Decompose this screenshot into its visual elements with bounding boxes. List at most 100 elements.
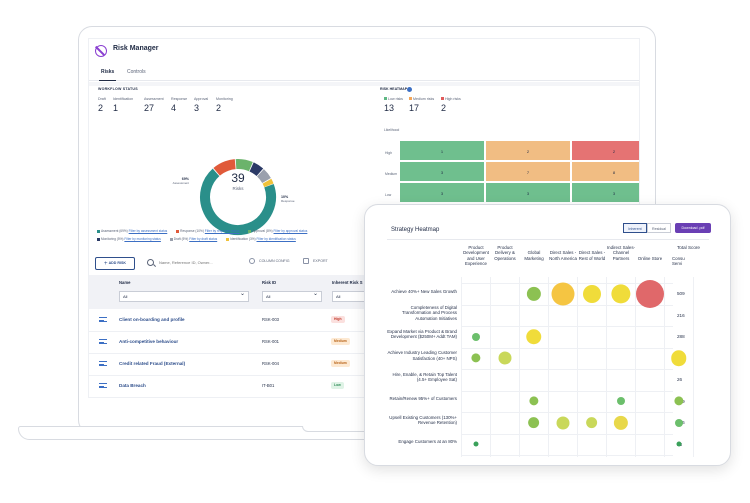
strategy-bubble[interactable] bbox=[556, 416, 569, 429]
strategy-bubble[interactable] bbox=[582, 284, 601, 303]
export-button[interactable]: EXPORT bbox=[313, 259, 328, 263]
inherent-toggle[interactable]: Inherent bbox=[623, 223, 647, 233]
strategy-row-label: Expand Market via Product & Brand Develo… bbox=[387, 328, 457, 340]
risk-id-filter-select[interactable]: All bbox=[262, 290, 322, 302]
risk-id: IT-B01 bbox=[262, 383, 275, 388]
heatmap-cell[interactable]: 2 bbox=[571, 140, 639, 161]
export-icon bbox=[303, 258, 309, 264]
risk-count-high[interactable]: High risks 2 bbox=[441, 97, 461, 113]
risk-name-link[interactable]: Credit related Fraud (External) bbox=[119, 361, 186, 366]
strategy-total-score: 288 bbox=[677, 334, 685, 339]
workflow-item-approval[interactable]: Approval 3 bbox=[194, 97, 224, 113]
workflow-item-draft[interactable]: Draft 2 bbox=[98, 97, 128, 113]
strategy-bubble[interactable] bbox=[610, 283, 631, 304]
heatmap-row-label: Low bbox=[385, 193, 392, 197]
heatmap-cell[interactable]: 8 bbox=[571, 161, 639, 182]
legend-item[interactable]: Approval (8%) Filter by approval status bbox=[248, 229, 307, 233]
strategy-bubble[interactable] bbox=[527, 416, 540, 429]
table-toolbar: + ADD RISK COLUMN CONFIG EXPORT bbox=[89, 253, 639, 275]
strategy-bubble[interactable] bbox=[525, 328, 542, 345]
heatmap-cell[interactable]: 3 bbox=[399, 182, 485, 203]
filter-link[interactable]: Filter by draft status bbox=[189, 237, 218, 241]
filter-link[interactable]: Filter by monitoring status bbox=[124, 237, 161, 241]
risk-count-label: High risks bbox=[445, 97, 461, 101]
legend-item[interactable]: Assessment (69%) Filter by assessment st… bbox=[97, 229, 167, 233]
workflow-label: Draft bbox=[98, 97, 106, 101]
strategy-column-header: Global Marketing bbox=[524, 250, 544, 261]
add-risk-button[interactable]: + ADD RISK bbox=[95, 257, 135, 270]
workflow-label: Monitoring bbox=[216, 97, 233, 101]
heatmap-cell[interactable]: 7 bbox=[485, 161, 571, 182]
strategy-bubble[interactable] bbox=[551, 282, 574, 305]
download-pdf-button[interactable]: Download .pdf bbox=[675, 223, 711, 233]
strategy-bubble[interactable] bbox=[585, 416, 598, 429]
heatmap-cell[interactable]: 3 bbox=[571, 182, 639, 203]
grid-line bbox=[519, 277, 520, 457]
workflow-item-response[interactable]: Response 4 bbox=[171, 97, 201, 113]
legend-item[interactable]: Identification (3%) Filter by identifica… bbox=[226, 237, 296, 241]
grid-line bbox=[461, 412, 673, 413]
strategy-bubble[interactable] bbox=[498, 351, 511, 365]
tab-risks[interactable]: Risks bbox=[99, 67, 117, 81]
strategy-bubble[interactable] bbox=[526, 286, 541, 301]
strategy-bubble[interactable] bbox=[471, 332, 480, 341]
workflow-item-assessment[interactable]: Assessment 27 bbox=[144, 97, 174, 113]
filter-link[interactable]: Filter by assessment status bbox=[128, 229, 168, 233]
legend-item[interactable]: Monitoring (5%) Filter by monitoring sta… bbox=[97, 237, 161, 241]
strategy-bubble[interactable] bbox=[674, 418, 683, 427]
strategy-bubble[interactable] bbox=[470, 353, 481, 363]
strategy-bubble[interactable] bbox=[528, 396, 539, 406]
workflow-item-identification[interactable]: Identification 1 bbox=[113, 97, 143, 113]
risk-count-low[interactable]: Low risks 13 bbox=[384, 97, 403, 113]
filter-link[interactable]: Filter by approval status bbox=[273, 229, 308, 233]
workflow-count: 4 bbox=[171, 103, 177, 113]
legend-item[interactable]: Response (10%) Filter by response status bbox=[176, 229, 240, 233]
filter-link[interactable]: Filter by response status bbox=[204, 229, 240, 233]
column-header-name[interactable]: Name bbox=[119, 280, 131, 285]
strategy-bubble[interactable] bbox=[670, 350, 687, 366]
risk-name-link[interactable]: Anti-competitive behaviour bbox=[119, 339, 179, 344]
risk-row-icon bbox=[99, 361, 107, 366]
donut-total: 39 bbox=[231, 171, 245, 185]
strategy-bubble[interactable] bbox=[613, 415, 628, 430]
residual-toggle[interactable]: Residual bbox=[647, 223, 671, 233]
strategy-total-score: 26 bbox=[677, 377, 683, 382]
legend-item[interactable]: Draft (5%) Filter by draft status bbox=[169, 237, 218, 241]
header-divider bbox=[387, 239, 709, 240]
risk-count-medium[interactable]: Medium risks 17 bbox=[409, 97, 434, 113]
workflow-label: Identification bbox=[113, 97, 134, 101]
strategy-bubble[interactable] bbox=[673, 396, 684, 406]
column-config-button[interactable]: COLUMN CONFIG bbox=[259, 259, 290, 263]
risk-id: RSK-001 bbox=[262, 339, 279, 344]
tab-controls[interactable]: Controls bbox=[127, 69, 146, 75]
callout-pct: 69% bbox=[181, 177, 189, 181]
risk-name-link[interactable]: Data Breach bbox=[119, 383, 146, 388]
heatmap-cell[interactable]: 1 bbox=[399, 140, 485, 161]
strategy-column-header: Product Delivery & Operations bbox=[494, 245, 516, 261]
name-filter-select[interactable]: All bbox=[119, 290, 249, 302]
strategy-bubble[interactable] bbox=[676, 441, 681, 447]
strategy-bubble[interactable] bbox=[616, 397, 625, 405]
strategy-column-header: Indirect Sales-Channel Partners bbox=[606, 245, 636, 261]
filter-link[interactable]: Filter by identification status bbox=[256, 237, 296, 241]
heatmap-cell[interactable]: 3 bbox=[399, 161, 485, 182]
grid-line bbox=[490, 277, 491, 457]
column-header-inherent-risk[interactable]: Inherent Risk S bbox=[332, 280, 363, 285]
donut-segment-assessment[interactable] bbox=[196, 155, 281, 240]
risk-rating-badge: High bbox=[331, 316, 345, 323]
table-row[interactable]: Data Breach IT-B01 Low bbox=[89, 376, 639, 397]
risk-count-label: Medium risks bbox=[413, 97, 435, 101]
grid-line bbox=[635, 277, 636, 457]
strategy-bubble[interactable] bbox=[635, 279, 664, 308]
workflow-item-monitoring[interactable]: Monitoring 2 bbox=[216, 97, 246, 113]
risk-count-value: 17 bbox=[409, 103, 420, 113]
heatmap-cell[interactable]: 2 bbox=[485, 140, 571, 161]
column-header-risk-id[interactable]: Risk ID bbox=[262, 280, 277, 285]
workflow-label: Assessment bbox=[144, 97, 164, 101]
donut-segment-response[interactable] bbox=[196, 155, 281, 240]
info-icon[interactable] bbox=[407, 87, 412, 92]
heatmap-cell[interactable]: 3 bbox=[485, 182, 571, 203]
risk-name-link[interactable]: Client on-boarding and profile bbox=[119, 317, 185, 322]
strategy-bubble[interactable] bbox=[473, 441, 478, 447]
search-input[interactable] bbox=[159, 258, 249, 267]
